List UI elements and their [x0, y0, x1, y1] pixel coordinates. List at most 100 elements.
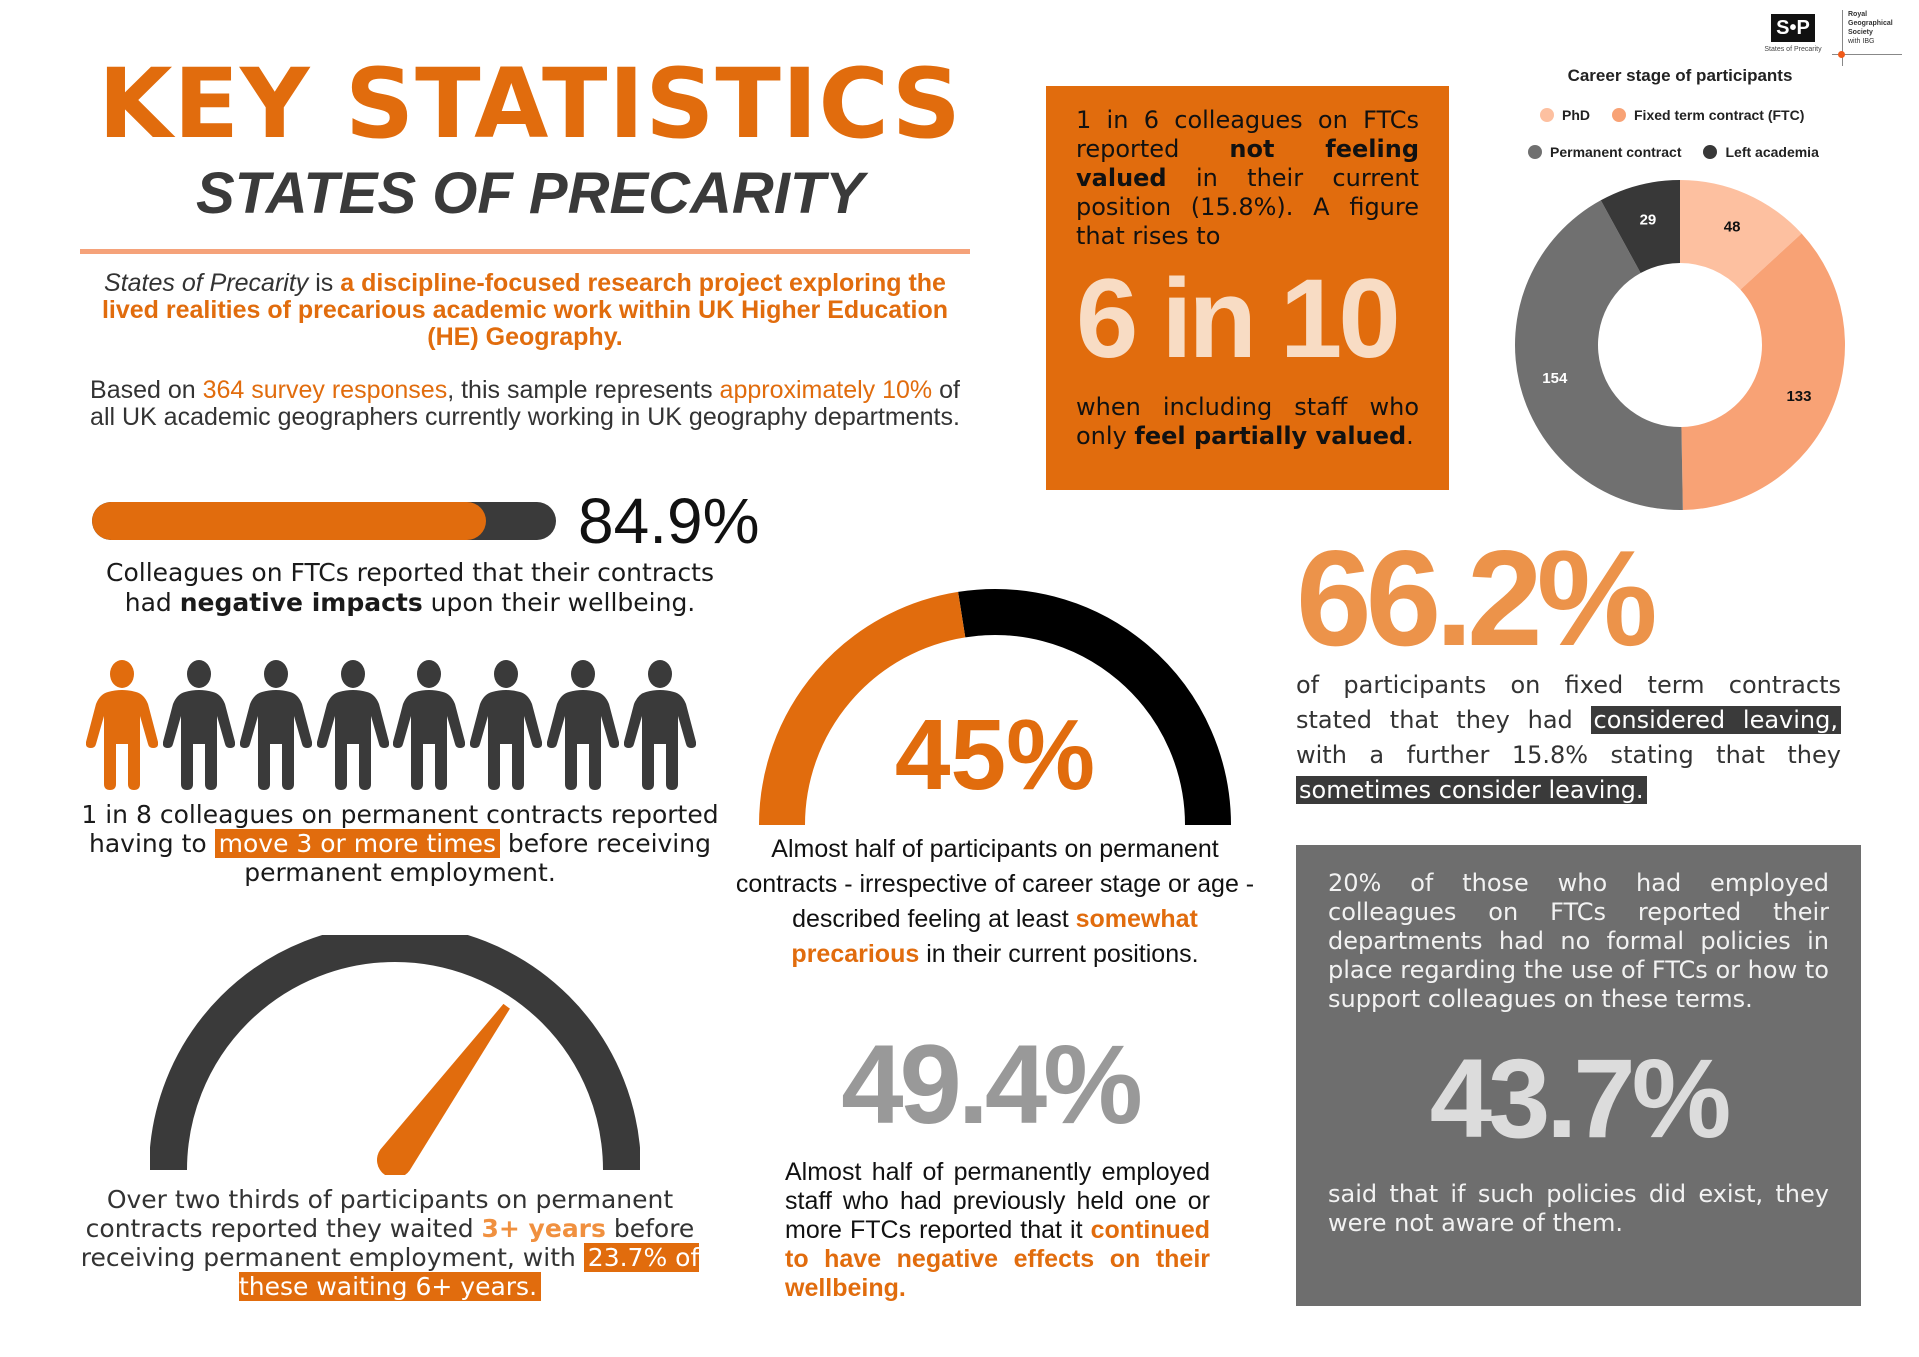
legend-label: Permanent contract: [1550, 144, 1682, 160]
people-caption-highlight: move 3 or more times: [214, 829, 500, 858]
person-icon: [623, 660, 696, 790]
wellbeing-caption-a: Colleagues on FTCs reported that their c…: [106, 558, 714, 617]
valued-text-d: .: [1406, 422, 1414, 450]
precarity-caption-a: Almost half of participants on permanent…: [735, 835, 1255, 933]
legend-dot-icon: [1703, 145, 1718, 159]
person-head: [647, 660, 672, 688]
valued-stat-box: 1 in 6 colleagues on FTCs reported not f…: [1046, 86, 1449, 490]
rgs-hline: [1832, 54, 1902, 55]
precarity-caption-highlight: somewhat precarious: [791, 905, 1198, 968]
policies-top-text: 20% of those who had employed colleagues…: [1328, 869, 1829, 1013]
people-pictogram: [86, 660, 696, 795]
wellbeing-caption-b: upon their wellbeing.: [422, 588, 696, 617]
precarity-gauge-fill: [759, 591, 966, 825]
person-icon: [239, 660, 312, 790]
legend-dot-icon: [1540, 108, 1554, 122]
intro-text: States of Precarity is a discipline-focu…: [80, 270, 970, 457]
needle-shape: [376, 1003, 510, 1175]
speedometer-arc: [150, 935, 640, 1171]
person-body: [162, 690, 235, 790]
project-name: States of Precarity: [104, 269, 309, 297]
person-head: [186, 660, 211, 688]
wellbeing-percent: 84.9%: [578, 485, 760, 557]
rgs-dot: [1838, 51, 1845, 58]
chart-legend-row-2: Permanent contract Left academia: [1528, 144, 1819, 160]
rgs-text: Royal Geographical Society with IBG: [1848, 10, 1914, 46]
donut-data-label: 154: [1542, 370, 1568, 387]
valued-text-a: 1 in 6 colleagues on FTCs reported: [1076, 106, 1419, 163]
intro-paragraph-1: States of Precarity is a discipline-focu…: [80, 270, 970, 351]
valued-bold-c: feel partially valued: [1134, 422, 1407, 450]
person-icon: [470, 660, 543, 790]
legend-item-left-academia: Left academia: [1703, 144, 1819, 160]
person-head: [417, 660, 442, 688]
legend-label: Fixed term contract (FTC): [1634, 107, 1805, 123]
speedometer-caption-b: before receiving permanent employment, w…: [80, 1214, 695, 1272]
wellbeing-ftc-history-percent: 49.4%: [841, 1022, 1143, 1147]
person-body: [393, 690, 466, 790]
precarity-gauge: [759, 589, 1231, 825]
precarity-caption: Almost half of participants on permanent…: [735, 832, 1255, 972]
considered-leaving-percent: 66.2%: [1296, 522, 1658, 674]
legend-dot-icon: [1528, 145, 1542, 159]
person-icon: [162, 660, 235, 790]
valued-bottom-text: when including staff who only feel parti…: [1076, 393, 1419, 451]
speedometer-caption: Over two thirds of participants on perma…: [70, 1185, 710, 1301]
intro-highlight-percent: approximately 10%: [719, 376, 933, 404]
precarity-percent: 45%: [894, 699, 1096, 811]
people-caption: 1 in 8 colleagues on permanent contracts…: [80, 800, 720, 887]
person-icon: [316, 660, 389, 790]
page-subtitle: STATES OF PRECARITY: [195, 161, 865, 226]
person-icon: [547, 660, 620, 790]
stat662-caption-a: of participants on fixed term contracts …: [1296, 671, 1841, 734]
considered-leaving-caption: of participants on fixed term contracts …: [1296, 668, 1841, 808]
rgs-line-1: Royal: [1848, 11, 1868, 18]
donut-slice-fixed-term-contract-ftc: [1681, 233, 1845, 510]
legend-item-ftc: Fixed term contract (FTC): [1612, 107, 1804, 123]
legend-dot-icon: [1612, 108, 1626, 122]
donut-data-label: 133: [1786, 388, 1811, 405]
donut-slice-left-academia: [1600, 180, 1680, 274]
policies-stat-box: 20% of those who had employed colleagues…: [1296, 845, 1861, 1306]
donut-data-label: 29: [1640, 212, 1657, 229]
people-caption-a: 1 in 8 colleagues on permanent contracts…: [81, 800, 719, 858]
intro-highlight-responses: 364 survey responses: [202, 376, 448, 404]
person-body: [547, 690, 620, 790]
chart-legend-row-1: PhD Fixed term contract (FTC): [1540, 107, 1804, 123]
stat494-caption-highlight: continued to have negative effects on th…: [785, 1216, 1210, 1302]
chart-title: Career stage of participants: [1567, 66, 1793, 85]
person-head: [263, 660, 288, 688]
person-head: [494, 660, 519, 688]
speedometer-gauge: [150, 935, 640, 1175]
rgs-line-4: with IBG: [1848, 38, 1875, 45]
person-icon: [393, 660, 466, 790]
legend-label: Left academia: [1725, 144, 1819, 160]
stat662-caption-mark-1: considered leaving,: [1590, 706, 1841, 734]
sop-logo-mark: S•P: [1771, 14, 1815, 42]
legend-item-permanent: Permanent contract: [1528, 144, 1681, 160]
policies-big-stat: 43.7%: [1429, 1036, 1732, 1161]
person-head: [571, 660, 596, 688]
speedometer-caption-a: Over two thirds of participants on perma…: [85, 1185, 674, 1243]
speedometer-needle: [376, 1003, 510, 1175]
speedometer-caption-highlight: 3+ years: [481, 1214, 606, 1243]
intro-text-2b: , this sample represents: [447, 376, 720, 404]
donut-slice-permanent-contract: [1515, 200, 1683, 511]
valued-bold-a: not feeling valued: [1076, 135, 1419, 192]
legend-label: PhD: [1562, 107, 1590, 123]
intro-paragraph-2: Based on 364 survey responses, this samp…: [80, 377, 970, 431]
valued-text-c: when including staff who only: [1076, 393, 1419, 450]
wellbeing-progress-bar: [92, 502, 556, 540]
policies-bottom-text: said that if such policies did exist, th…: [1328, 1180, 1829, 1237]
legend-item-phd: PhD: [1540, 107, 1590, 123]
person-head: [340, 660, 365, 688]
valued-text-b: in their current position (15.8%). A fig…: [1076, 164, 1419, 250]
precarity-caption-b: in their current positions.: [919, 940, 1199, 968]
stat662-caption-b: with a further 15.8% stating that they: [1296, 741, 1841, 769]
wellbeing-progress-fill: [92, 502, 486, 540]
intro-text-1: is: [308, 269, 341, 297]
person-icon-highlighted: [86, 660, 158, 790]
person-body: [623, 690, 696, 790]
person-body: [470, 690, 543, 790]
donut-slice-phd: [1680, 180, 1802, 290]
